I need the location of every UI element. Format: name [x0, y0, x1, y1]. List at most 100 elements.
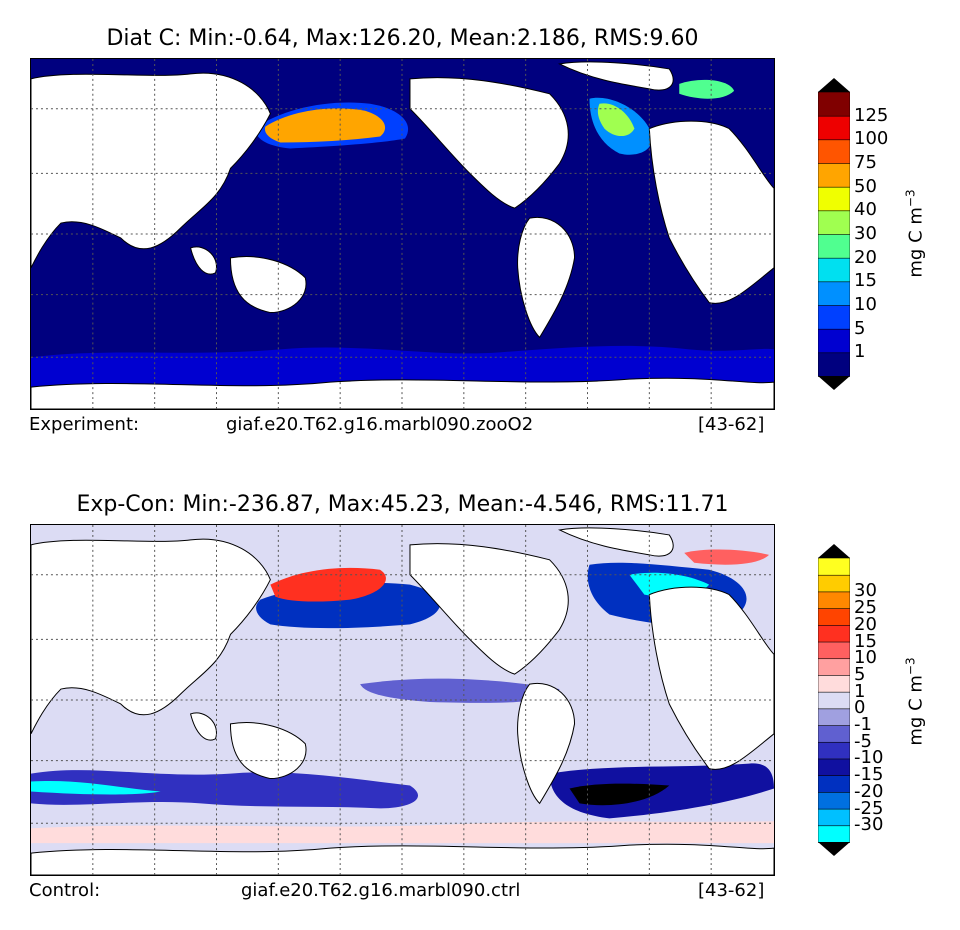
panel2-colorbar-tick-label: -1 [854, 714, 872, 736]
panel2-colorbar-swatch [817, 591, 851, 609]
panel2-colorbar-swatch [817, 557, 851, 576]
panel1-colorbar-tick-label: 100 [854, 128, 889, 150]
panel1-colorbar-tick-label: 15 [854, 270, 877, 292]
panel1-colorbar-label-exponent: −3 [903, 189, 918, 208]
panel1-colorbar-swatch [817, 91, 851, 117]
panel2-colorbar-swatch [817, 808, 851, 827]
panel1-colorbar-swatch [817, 233, 851, 259]
panel2-colorbar-swatch [817, 741, 851, 760]
panel1-colorbar-swatch [817, 328, 851, 354]
panel2-colorbar-swatch [817, 824, 851, 843]
panel2-colorbar-svg [817, 544, 851, 856]
panel1-colorbar-tick-label: 30 [854, 223, 877, 244]
maritime-asia [189, 712, 217, 741]
panel2-colorbar-tick-label: 1 [854, 680, 866, 702]
panel2-colorbar-tick-label: -5 [854, 730, 872, 752]
panel2-colorbar-swatch [817, 641, 851, 660]
land-masses [31, 61, 774, 409]
australia [229, 722, 307, 780]
panel1-colorbar-tick-label: 5 [854, 317, 866, 339]
panel1-colorbar-tick-label: 1 [854, 341, 866, 363]
panel1-colorbar-swatch [817, 162, 851, 188]
north-pacific-positive [270, 567, 386, 602]
panel1-map [30, 58, 775, 410]
panel1-colorbar-swatch [817, 115, 851, 141]
panel1-colorbar-swatch [817, 281, 851, 306]
panel1-title: Diat C: Min:-0.64, Max:126.20, Mean:2.18… [106, 26, 699, 51]
asia-europe-landmass [31, 538, 271, 735]
graticule [31, 59, 774, 409]
asia-europe-landmass [31, 72, 271, 269]
panel2-title: Exp-Con: Min:-236.87, Max:45.23, Mean:-4… [76, 492, 729, 517]
panel2-colorbar-tick-label: -30 [854, 814, 884, 836]
greenland-sea-bloom [679, 79, 735, 99]
panel1-footer-left: Experiment: [29, 414, 140, 435]
panel2-colorbar-tick-label: 10 [854, 647, 877, 669]
panel2-colorbar-tick-label: 5 [854, 663, 866, 685]
panel2-colorbar-swatch [817, 724, 851, 743]
panel2-colorbar-tick-label: 20 [854, 613, 877, 635]
panel1-colorbar-svg [817, 78, 851, 390]
panel1-colorbar-swatch [817, 139, 851, 164]
panel1-colorbar-tick-label: 40 [854, 199, 877, 221]
panel1-colorbar-tick-label: 10 [854, 294, 877, 315]
panel2-colorbar [817, 544, 851, 856]
panel2-colorbar-swatch [817, 791, 851, 810]
panel2-colorbar-swatch [817, 624, 851, 643]
panel1-colorbar-swatch [817, 352, 851, 377]
panel1-colorbar-swatch [817, 210, 851, 235]
panel1-colorbar-tick-label: 75 [854, 152, 877, 173]
panel1-map-svg [31, 59, 774, 409]
panel2-map-svg [31, 525, 774, 875]
panel2-colorbar-tick-label: 0 [854, 697, 866, 719]
panel2-colorbar-swatch [817, 574, 851, 593]
panel2-colorbar-tick-label: -15 [854, 764, 884, 786]
panel2-colorbar-swatch [817, 607, 851, 626]
southern-ocean-strong-negative-west [31, 780, 161, 795]
southern-ocean-extreme-negative [569, 783, 670, 806]
panel1-colorbar-over-triangle [818, 78, 850, 92]
panel2-colorbar-over-triangle [818, 544, 850, 558]
panel2-colorbar-tick-label: -25 [854, 797, 884, 819]
north-pacific-bloom-core [264, 108, 386, 143]
panel1-colorbar-under-triangle [818, 376, 850, 390]
antarctic-coast-positive [31, 821, 774, 844]
panel2-colorbar-tick-label: -10 [854, 747, 884, 769]
panel2-colorbar-swatch [817, 674, 851, 693]
south-america [517, 682, 576, 805]
australia [229, 256, 307, 314]
panel1-colorbar-label: mg C m−3 [903, 189, 927, 278]
southern-ocean-negative-west [31, 770, 419, 809]
panel1-colorbar-swatch [817, 304, 851, 330]
south-america [517, 216, 576, 339]
panel2-colorbar-tick-label: -20 [854, 780, 884, 802]
panel2-colorbar-tick-label: 25 [854, 597, 877, 619]
panel1-colorbar-tick-label: 125 [854, 104, 889, 126]
panel2-colorbar-tick-label: 30 [854, 580, 877, 602]
panel1-colorbar-tick-label: 50 [854, 175, 877, 197]
north-america [409, 77, 569, 209]
panel1-colorbar-swatch [817, 186, 851, 212]
norwegian-sea-positive [684, 549, 770, 565]
panel1-footer-right: [43-62] [698, 414, 765, 435]
panel2-colorbar-swatch [817, 758, 851, 776]
panel1-colorbar-swatch [817, 257, 851, 283]
panel2-map [30, 524, 775, 876]
panel1-colorbar-tick-label: 20 [854, 246, 877, 268]
panel2-colorbar-tick-label: 15 [854, 630, 877, 652]
north-america [409, 543, 569, 675]
graticule [31, 525, 774, 875]
north-atlantic-bloom-core [597, 103, 635, 137]
equatorial-pacific-negative [360, 678, 560, 703]
panel1-footer-center: giaf.e20.T62.g16.marbl090.zooO2 [226, 414, 534, 435]
panel2-colorbar-under-triangle [818, 842, 850, 856]
maritime-asia [189, 246, 217, 275]
panel2-colorbar-swatch [817, 691, 851, 710]
panel2-colorbar-label: mg C m−3 [903, 657, 927, 746]
southern-ocean-band [31, 345, 774, 388]
panel2-colorbar-swatch [817, 657, 851, 676]
panel2-footer-center: giaf.e20.T62.g16.marbl090.ctrl [241, 880, 521, 901]
panel2-colorbar-label-exponent: −3 [903, 657, 918, 676]
panel2-footer-left: Control: [29, 880, 101, 901]
panel1-colorbar [817, 78, 851, 390]
